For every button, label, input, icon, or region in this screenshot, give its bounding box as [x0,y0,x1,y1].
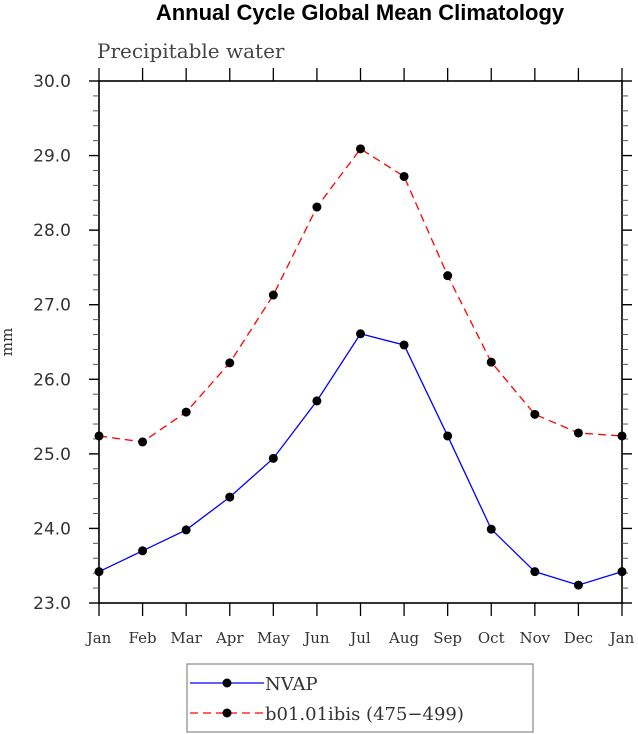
y-tick-label: 26.0 [33,370,71,390]
y-ticks: 23.0 24.0 25.0 26.0 27.0 28.0 29.0 30.0 [33,72,632,614]
y-tick-label: 27.0 [33,296,71,316]
series-line-1 [98,147,623,443]
x-tick-label: Jul [348,629,371,647]
data-point-series-0 [573,580,583,590]
data-point-series-0 [486,524,496,534]
x-tick-label: Aug [388,629,419,647]
y-tick-label: 30.0 [33,72,71,92]
data-point-series-0 [530,567,540,577]
legend-box [186,663,534,733]
legend-nvap-marker [222,678,232,688]
data-point-series-1 [399,171,409,181]
y-tick-label: 23.0 [33,594,71,614]
data-point-series-1 [225,358,235,368]
data-point-series-0 [443,431,453,441]
data-point-series-0 [138,546,148,556]
data-point-series-1 [94,431,104,441]
data-point-series-1 [356,144,365,154]
x-tick-label: Mar [170,629,202,647]
y-axis-label: mm [0,328,16,356]
data-point-series-0 [268,453,278,463]
series-group [94,144,627,590]
data-point-series-1 [573,428,583,438]
data-point-series-0 [617,567,627,577]
axes [98,80,623,604]
data-point-series-0 [356,329,365,339]
x-ticks: Jan Feb Mar Apr May Jun Jul Aug Sep Oct Nov Dec Jan [85,68,635,647]
data-point-series-1 [486,357,496,367]
y-tick-label: 24.0 [33,519,71,539]
data-point-series-1 [617,431,627,441]
data-point-series-1 [312,202,322,212]
x-tick-label: Jan [608,629,635,647]
legend: NVAP b01.01ibis (475−499) [186,663,534,733]
legend-nvap-label: NVAP [265,674,318,695]
data-point-series-1 [138,437,148,447]
x-tick-label: Jun [302,629,330,647]
y-tick-label: 28.0 [33,221,71,241]
x-tick-label: May [257,629,290,647]
x-tick-label: Feb [129,629,157,647]
x-tick-label: Nov [520,629,551,647]
chart-subtitle: Precipitable water [97,39,285,63]
data-point-series-0 [181,525,191,535]
data-point-series-0 [312,396,322,406]
legend-model-label: b01.01ibis (475−499) [265,704,464,725]
data-point-series-0 [399,340,409,350]
data-point-series-1 [268,290,278,300]
x-tick-label: Jan [85,629,112,647]
chart-title: Annual Cycle Global Mean Climatology [156,0,565,25]
y-tick-label: 25.0 [33,445,71,465]
x-tick-label: Oct [478,629,505,647]
x-tick-label: Apr [215,629,244,647]
x-tick-label: Sep [433,629,462,647]
legend-model-marker [222,708,232,718]
data-point-series-1 [530,409,540,419]
plot-frame [98,80,623,604]
series-line-0 [98,333,623,586]
data-point-series-0 [225,492,235,502]
data-point-series-1 [181,407,191,417]
data-point-series-1 [443,271,453,281]
y-tick-label: 29.0 [33,147,71,167]
data-point-series-0 [94,567,104,577]
x-tick-label: Dec [564,629,593,647]
